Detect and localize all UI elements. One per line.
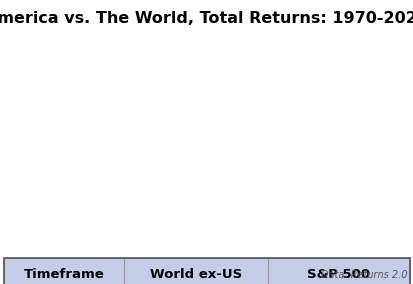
Text: America vs. The World, Total Returns: 1970-2023: America vs. The World, Total Returns: 19… [0, 11, 413, 26]
Text: Timeframe: Timeframe [24, 268, 104, 281]
Text: S&P 500: S&P 500 [306, 268, 370, 281]
Bar [4, 258, 409, 284]
Bar [123, 258, 267, 284]
Text: World ex-US: World ex-US [150, 268, 241, 281]
Bar [267, 258, 409, 284]
Text: Data: Returns 2.0: Data: Returns 2.0 [321, 270, 407, 280]
Bar [4, 258, 123, 284]
